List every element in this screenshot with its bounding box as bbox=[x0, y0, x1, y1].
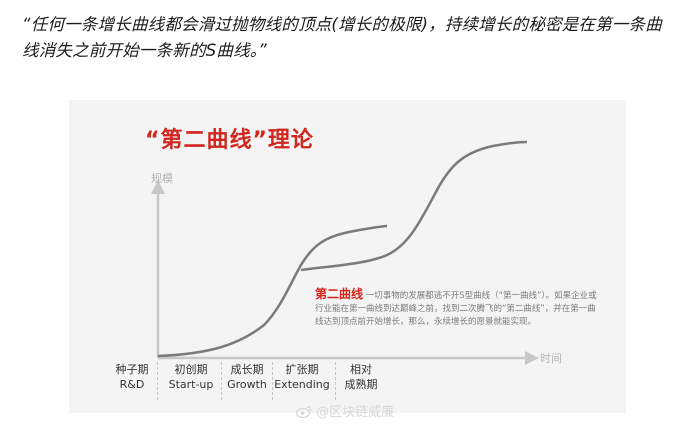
stage-label-zh: 相对 bbox=[350, 363, 372, 376]
stage-label-zh: 成长期 bbox=[230, 363, 264, 376]
second-curve-figure: “第二曲线”理论 规模 时间 第二曲线 一切事物的发展都逃不开S型曲线（“第一曲… bbox=[69, 100, 626, 413]
second-curve bbox=[300, 140, 528, 272]
stage-label-en: R&D bbox=[119, 378, 145, 391]
stage-label-zh: 种子期 bbox=[115, 363, 149, 376]
stage-label-zh: 扩张期 bbox=[285, 363, 319, 376]
stage-label-en: Extending bbox=[274, 378, 330, 391]
stage-startup: 初创期 Start-up bbox=[159, 362, 223, 392]
x-axis-label: 时间 bbox=[540, 352, 562, 365]
stage-divider bbox=[335, 362, 336, 400]
stage-extending: 扩张期 Extending bbox=[272, 362, 332, 392]
stage-label-en: Growth bbox=[227, 378, 267, 391]
stage-growth: 成长期 Growth bbox=[222, 362, 272, 392]
second-curve-description: 第二曲线 一切事物的发展都逃不开S型曲线（“第一曲线”）。如果企业或行业能在第一… bbox=[315, 288, 597, 329]
figure-title: “第二曲线”理论 bbox=[145, 128, 314, 153]
stage-label-zh: 初创期 bbox=[174, 363, 208, 376]
stage-seed: 种子期 R&D bbox=[107, 362, 157, 392]
description-text: 一切事物的发展都逃不开S型曲线（“第一曲线”）。如果企业或行业能在第一曲线到达巅… bbox=[315, 291, 597, 327]
first-curve bbox=[157, 224, 388, 358]
y-axis-arrow bbox=[151, 180, 165, 194]
stage-divider bbox=[221, 362, 222, 400]
x-axis-arrow bbox=[525, 351, 539, 365]
watermark-text: @区块链威廉 bbox=[316, 405, 395, 420]
stage-label-en: Start-up bbox=[168, 378, 214, 391]
stage-label-en: 成熟期 bbox=[344, 378, 378, 391]
stage-divider bbox=[157, 362, 158, 400]
curve-diagram bbox=[151, 140, 539, 365]
description-key: 第二曲线 bbox=[315, 287, 364, 301]
stage-divider bbox=[272, 362, 273, 400]
intro-quote: “任何一条增长曲线都会滑过抛物线的顶点(增长的极限)，持续增长的秘密是在第一条曲… bbox=[22, 15, 662, 60]
stage-mature: 相对 成熟期 bbox=[337, 362, 385, 392]
y-axis-label: 规模 bbox=[151, 172, 173, 185]
weibo-icon bbox=[295, 406, 312, 419]
watermark: @区块链威廉 bbox=[295, 401, 395, 420]
